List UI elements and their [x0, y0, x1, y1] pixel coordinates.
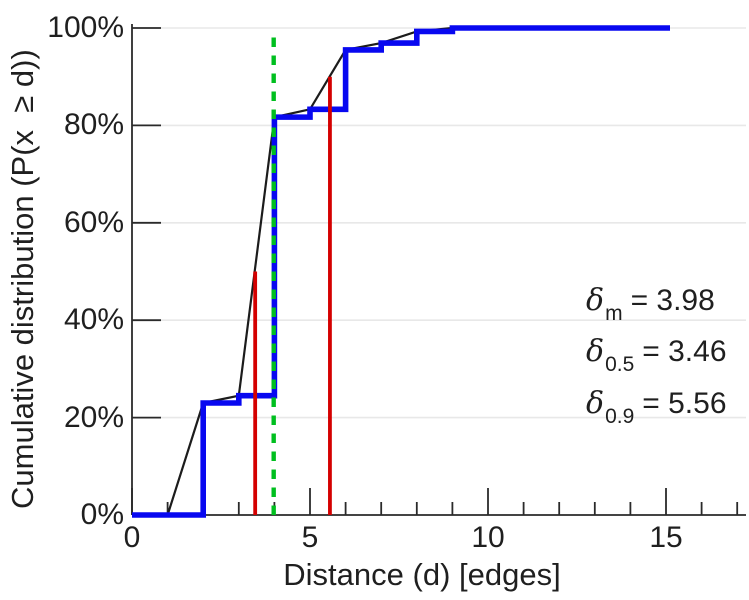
- delta-annotation: δ0.9 = 5.56: [586, 386, 727, 430]
- y-tick-label: 60%: [63, 205, 124, 239]
- interpolation-line: [166, 26, 666, 516]
- delta-annotation: δ0.5 = 3.46: [586, 334, 727, 378]
- x-axis-label: Distance (d) [edges]: [283, 557, 561, 592]
- delta-value: = 3.98: [630, 284, 715, 317]
- delta-subscript: 0.9: [605, 405, 635, 428]
- delta-symbol: δ: [586, 386, 605, 421]
- y-axis-label: Cumulative distribution (P(x ≥ d)): [5, 49, 40, 509]
- cdf-step-line: [132, 25, 670, 518]
- delta-symbol: δ: [586, 334, 605, 369]
- y-tick-label: 0%: [80, 498, 124, 531]
- delta-subscript: 0.5: [605, 353, 635, 376]
- delta-symbol: δ: [586, 283, 605, 318]
- y-tick-label: 40%: [63, 303, 124, 337]
- x-tick-label: 0: [123, 521, 141, 554]
- delta-value: = 3.46: [642, 335, 727, 368]
- x-tick-label: 5: [301, 521, 319, 554]
- y-tick-label: 80%: [63, 108, 124, 142]
- delta-subscript: m: [605, 302, 623, 325]
- y-tick-label: 100%: [47, 11, 124, 44]
- delta-annotation: δm = 3.98: [586, 283, 715, 327]
- x-tick-label: 15: [649, 521, 683, 554]
- delta-value: = 5.56: [642, 387, 727, 420]
- y-tick-label: 20%: [63, 400, 124, 434]
- x-tick-label: 10: [471, 521, 505, 554]
